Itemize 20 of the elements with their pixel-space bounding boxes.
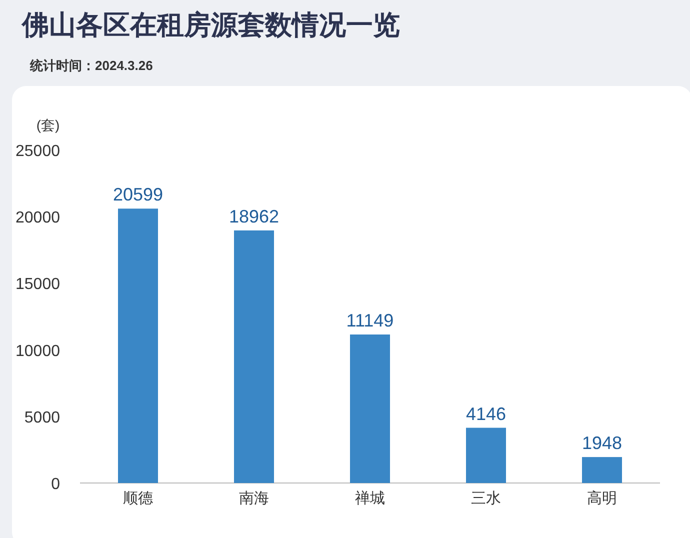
y-tick-label: 15000 <box>16 276 60 294</box>
plot: 0 5000 10000 15000 20000 25000 20599 顺德 18962 南海 11149 禅城 4146 三水 1948 高明 <box>16 143 660 507</box>
title: 佛山各区在租房源套数情况一览 <box>22 10 400 40</box>
data-label: 11149 <box>346 310 394 330</box>
data-label: 1948 <box>582 433 622 454</box>
ylabel: (套) <box>36 117 60 133</box>
x-tick-label: 高明 <box>587 490 617 507</box>
y-tick-label: 10000 <box>16 342 60 360</box>
x-tick-label: 顺德 <box>123 490 153 507</box>
y-tick-label: 5000 <box>24 409 60 426</box>
annotation: 统计时间：2024.3.26 <box>30 58 153 73</box>
x-tick-label: 禅城 <box>355 490 385 507</box>
y-tick-label: 20000 <box>16 210 60 227</box>
data-label: 20599 <box>112 184 164 205</box>
y-tick-label: 0 <box>51 476 60 493</box>
x-tick-label: 三水 <box>471 490 501 507</box>
y-tick-label: 25000 <box>16 143 60 160</box>
data-label: 4146 <box>466 404 506 424</box>
x-tick-label: 南海 <box>239 490 269 507</box>
data-label: 18962 <box>228 206 280 226</box>
